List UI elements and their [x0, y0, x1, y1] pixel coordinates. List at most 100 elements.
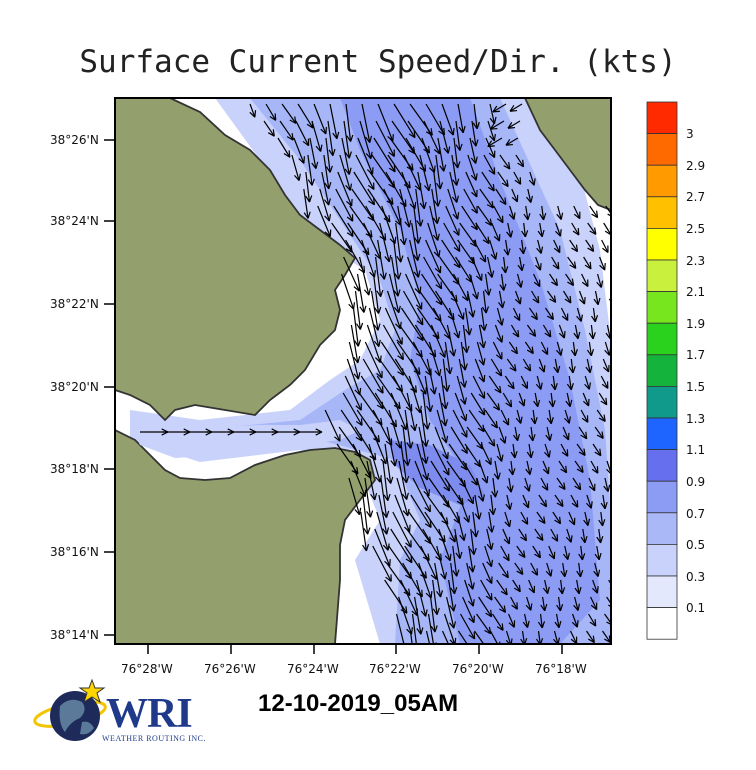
current-arrowhead	[417, 253, 421, 261]
current-arrowhead	[485, 306, 490, 314]
current-arrow	[548, 409, 552, 424]
current-arrowhead	[555, 230, 561, 237]
current-arrow	[461, 205, 478, 231]
current-arrowhead	[376, 373, 383, 379]
current-arrow	[608, 579, 611, 586]
current-arrow	[421, 273, 443, 306]
current-arrowhead	[416, 336, 424, 342]
current-arrowhead	[545, 570, 552, 577]
current-arrowhead	[420, 610, 427, 617]
current-arrow	[493, 205, 504, 224]
current-arrowhead	[308, 195, 313, 203]
current-arrowhead	[553, 247, 561, 254]
speed-zone-high	[340, 98, 600, 644]
current-arrowhead	[468, 328, 473, 336]
inner-channel	[130, 420, 360, 458]
current-arrow	[420, 409, 427, 447]
current-arrowhead	[448, 483, 451, 492]
current-arrowhead	[349, 183, 353, 191]
current-arrowhead	[249, 111, 256, 118]
current-arrowhead	[345, 184, 351, 191]
current-arrowhead	[464, 397, 467, 405]
current-arrowhead	[328, 149, 334, 157]
current-arrow	[481, 171, 495, 192]
current-arrowhead	[508, 213, 515, 220]
current-arrow	[474, 494, 480, 520]
current-arrowhead	[549, 329, 552, 338]
current-arrowhead	[546, 315, 554, 321]
current-arrowhead	[394, 220, 402, 226]
current-arrowhead	[544, 451, 550, 458]
current-arrowhead	[582, 400, 590, 407]
current-arrow	[594, 290, 599, 305]
current-arrow	[453, 273, 469, 302]
current-arrowhead	[554, 383, 558, 391]
current-arrowhead	[434, 387, 437, 395]
current-arrowhead	[427, 422, 431, 430]
current-arrow	[599, 256, 606, 271]
current-arrow	[466, 562, 474, 590]
current-arrow	[516, 545, 526, 558]
current-arrow	[557, 205, 562, 220]
current-arrow	[546, 562, 552, 577]
current-arrowhead	[367, 527, 371, 535]
current-arrowhead	[471, 480, 478, 486]
current-arrowhead	[566, 383, 572, 391]
current-arrowhead	[583, 297, 586, 305]
current-arrowhead	[414, 646, 418, 652]
current-arrowhead	[457, 212, 460, 220]
current-arrowhead	[462, 125, 466, 133]
current-arrow	[588, 477, 596, 492]
current-arrow	[415, 188, 422, 227]
current-arrowhead	[598, 417, 606, 422]
current-arrowhead	[398, 272, 402, 280]
current-arrow	[359, 120, 372, 159]
current-arrowhead	[291, 133, 294, 141]
current-arrowhead	[415, 407, 421, 414]
current-arrowhead	[307, 211, 311, 219]
current-arrow	[430, 324, 446, 358]
current-arrowhead	[406, 492, 409, 500]
current-arrow	[528, 579, 535, 594]
current-arrow	[489, 239, 497, 260]
current-arrowhead	[491, 200, 494, 209]
current-arrow	[498, 290, 504, 309]
current-arrowhead	[434, 349, 437, 357]
current-arrowhead	[506, 570, 509, 578]
current-arrow	[498, 562, 509, 579]
current-arrowhead	[438, 538, 446, 543]
current-arrow	[404, 273, 423, 310]
current-arrow	[375, 120, 395, 157]
current-arrow	[590, 460, 599, 474]
current-arrow	[441, 630, 450, 644]
current-arrowhead	[584, 264, 592, 270]
current-arrowhead	[418, 367, 421, 375]
current-arrowhead	[598, 519, 604, 527]
current-arrowhead	[460, 381, 466, 388]
y-tick-label: 38°24'N	[50, 214, 99, 228]
current-arrowhead	[401, 647, 405, 652]
current-arrowhead	[488, 152, 495, 159]
current-arrowhead	[511, 196, 518, 203]
current-arrowhead	[381, 386, 384, 394]
current-arrowhead	[294, 174, 300, 182]
current-arrowhead	[376, 290, 382, 297]
current-arrowhead	[534, 417, 538, 425]
current-arrowhead	[429, 388, 436, 395]
current-arrow	[601, 630, 611, 643]
current-arrowhead	[399, 321, 402, 329]
current-arrowhead	[384, 256, 390, 263]
current-arrow	[516, 409, 522, 424]
current-arrow	[462, 324, 468, 353]
current-arrow	[494, 460, 499, 480]
current-arrow	[396, 477, 409, 517]
current-arrowhead	[452, 128, 455, 136]
current-arrowhead	[517, 162, 524, 168]
current-arrowhead	[359, 322, 364, 330]
current-arrow	[472, 511, 477, 538]
current-arrow	[596, 273, 602, 288]
current-arrowhead	[328, 198, 331, 206]
current-arrow	[410, 358, 427, 395]
current-arrowhead	[478, 359, 485, 366]
current-arrow	[536, 375, 542, 390]
